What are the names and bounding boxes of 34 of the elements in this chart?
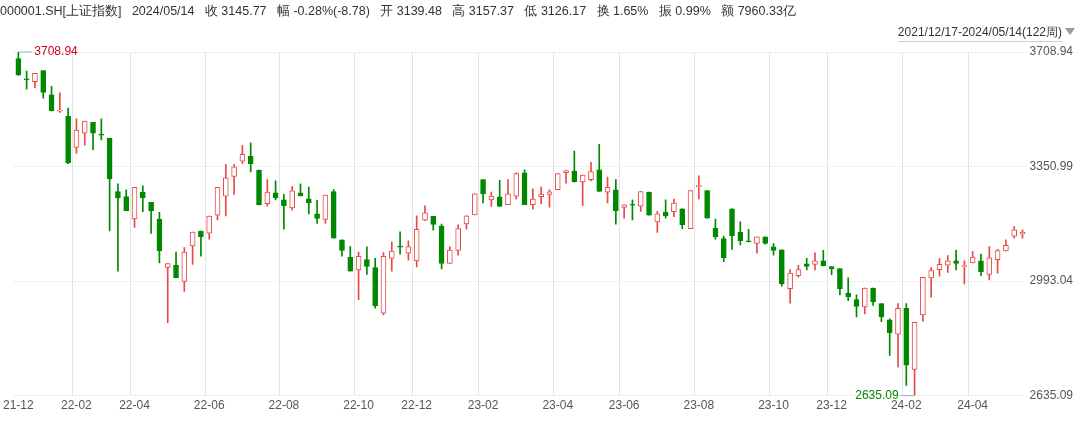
candlestick [139,185,146,212]
candlestick [115,183,121,272]
candlestick [812,252,818,271]
x-tick-label: 23-06 [608,398,640,413]
x-tick-label: 23-12 [816,398,848,413]
x-tick-label: 23-10 [758,398,790,413]
candlestick [538,186,544,205]
y-tick-label: 3350.99 [1029,158,1074,173]
candlestick [845,277,852,301]
x-tick-label: 21-12 [2,398,35,413]
y-tick-label: 2993.04 [1029,273,1074,288]
chart-subtitle: 2021/12/17-2024/05/14(122周) [897,24,1062,42]
x-tick-label: 22-06 [193,398,225,413]
candlestick [57,92,63,113]
x-tick-label: 23-02 [467,398,499,413]
x-tick-label: 23-04 [542,398,574,413]
x-tick-label: 23-08 [683,398,715,413]
candlestick [397,231,403,255]
x-tick-label: 22-04 [119,398,151,413]
chart-title: 000001.SH[上证指数] 2024/05/14 收 3145.77 幅 -0.28%(-8.78) 开 3139.48 高 3157.37 低 3126.17 换 1.65% 振 0.99% 额 7960.33亿 [0,3,796,20]
candlestick [164,263,171,324]
x-tick-label: 22-02 [61,398,93,413]
x-tick-label: 22-12 [401,398,433,413]
y-tick-label: 3708.94 [1029,44,1074,59]
annotation: 3708.94 [34,44,79,59]
x-tick-label: 22-10 [343,398,375,413]
candlestick [953,250,959,271]
candlestick [281,194,287,230]
candlestick [696,175,702,200]
candlestick [314,200,320,224]
x-tick-label: 24-04 [957,398,989,413]
y-tick-label: 2635.09 [1029,387,1074,402]
candlestick [563,170,569,184]
x-tick-label: 22-08 [268,398,300,413]
